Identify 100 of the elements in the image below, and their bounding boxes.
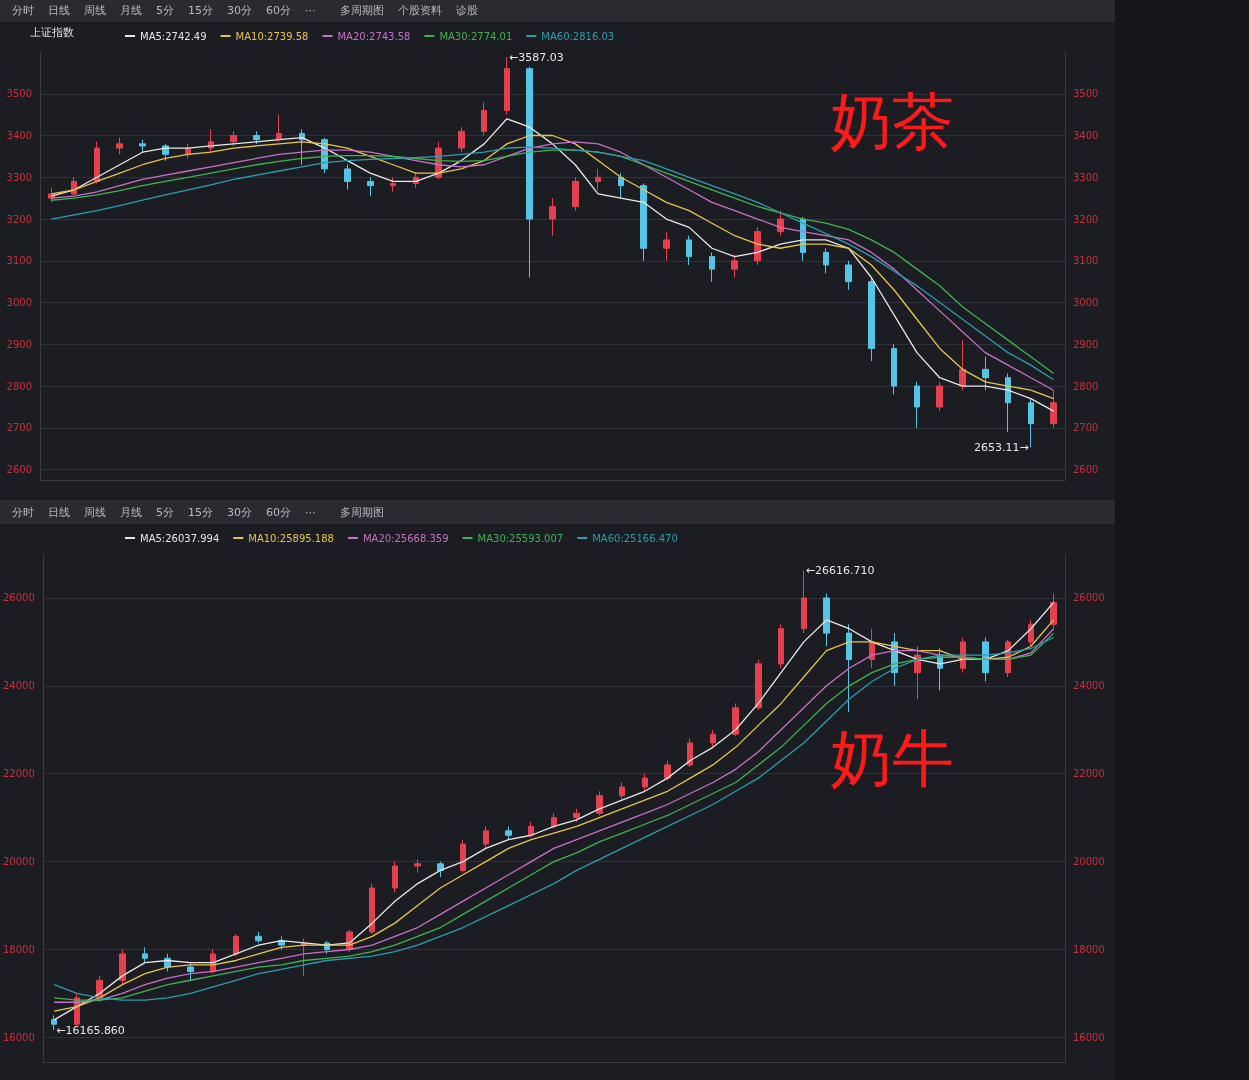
candlestick (139, 139, 146, 153)
candlestick (595, 168, 601, 191)
candlestick (551, 812, 557, 830)
candlestick (801, 570, 807, 634)
candlestick (367, 176, 374, 197)
text: 日线 (48, 4, 70, 17)
legend-label: MA20:25668.359 (362, 532, 449, 544)
legend-label: MA60:2816.03 (541, 30, 615, 42)
annotation: ←3587.03 (508, 50, 564, 64)
candlestick (1050, 389, 1057, 429)
legend-label: MA30:2774.01 (439, 30, 513, 42)
y-tick-label: 18000 (3, 944, 35, 955)
text: 奶茶 (830, 84, 955, 158)
candlestick (823, 593, 830, 647)
candlestick (640, 183, 647, 262)
candlestick (642, 773, 648, 792)
candlestick (253, 130, 260, 145)
candlestick (390, 176, 396, 193)
legend-label: MA5:2742.49 (140, 30, 207, 42)
text: 周线 (84, 4, 106, 17)
candlestick (663, 231, 670, 262)
y2-tick-label: 3000 (1073, 297, 1099, 309)
text: 月线 (120, 4, 142, 17)
candlestick (1028, 398, 1034, 448)
candlestick (687, 738, 693, 768)
y-tick-label: 2900 (6, 338, 32, 350)
text: 奶牛 (830, 721, 955, 795)
y-tick-label: 3500 (6, 88, 32, 100)
candlestick (777, 210, 784, 237)
candlestick (754, 226, 761, 266)
candlestick (846, 623, 852, 713)
candlestick (572, 176, 579, 212)
text: 分时 (12, 506, 34, 519)
candlestick (344, 164, 351, 191)
y-tick-label: 2600 (6, 464, 32, 476)
candlestick (51, 1014, 57, 1031)
y2-tick-label: 24000 (1073, 680, 1105, 692)
y-tick-label: 22000 (3, 768, 35, 780)
text: 5分 (156, 4, 174, 17)
legend-label: MA60:25166.470 (592, 532, 678, 544)
candlestick (230, 130, 237, 147)
candlestick (914, 381, 920, 429)
candlestick (458, 126, 465, 153)
candlestick (868, 276, 875, 362)
legend-label: MA10:25895.188 (248, 532, 334, 544)
y2-tick-label: 16000 (1073, 1031, 1105, 1043)
text: 个股资料 (398, 4, 442, 17)
candlestick (755, 658, 762, 711)
candlestick (731, 254, 738, 278)
candlestick (618, 172, 624, 199)
candlestick (686, 235, 692, 266)
chart-subtitle: 上证指数 (30, 26, 74, 39)
text: 60分 (266, 506, 291, 519)
y-tick-label: 3300 (6, 171, 32, 183)
y2-tick-label: 26000 (1073, 592, 1105, 604)
text: 周线 (84, 506, 106, 519)
candlestick (299, 128, 305, 166)
text: 15分 (188, 4, 213, 17)
y-tick-label: 16000 (3, 1031, 35, 1043)
y-tick-label: 2700 (6, 422, 32, 434)
candlestick (94, 141, 100, 185)
candlestick (823, 247, 829, 274)
legend-label: MA20:2743.58 (337, 30, 411, 42)
candlestick (1005, 373, 1011, 433)
annotation: ←26616.710 (805, 564, 875, 578)
candlestick (276, 114, 282, 143)
candlestick (437, 861, 444, 878)
candlestick (187, 962, 194, 981)
candlestick (483, 825, 489, 849)
candlestick (481, 101, 487, 137)
y-tick-label: 3200 (6, 213, 32, 225)
candlestick (959, 339, 966, 391)
annotation: ←16165.860 (56, 1023, 125, 1037)
candlestick (914, 645, 921, 700)
candlestick (573, 808, 580, 823)
text: 日线 (48, 506, 70, 519)
text: 月线 (120, 506, 142, 519)
y2-tick-label: 3200 (1073, 213, 1099, 225)
candlestick (142, 946, 148, 964)
candlestick (255, 931, 262, 944)
y2-tick-label: 3300 (1073, 171, 1099, 183)
y-tick-label: 24000 (3, 680, 35, 692)
text: 多周期图 (340, 506, 384, 519)
candlestick (528, 821, 534, 838)
candlestick (732, 702, 739, 737)
candlestick (778, 623, 784, 669)
candlestick (664, 760, 671, 781)
candlestick (460, 839, 466, 874)
candlestick (936, 381, 943, 412)
candlestick (891, 343, 897, 395)
candlestick (619, 782, 625, 801)
candlestick (233, 933, 239, 957)
y2-tick-label: 2800 (1073, 380, 1099, 392)
text: 30分 (227, 506, 252, 519)
candlestick (414, 858, 421, 874)
candlestick (116, 137, 123, 155)
y-tick-label: 3400 (6, 130, 32, 142)
y2-tick-label: 22000 (1073, 768, 1105, 780)
legend-label: MA10:2739.58 (235, 30, 309, 42)
candlestick (119, 949, 126, 986)
